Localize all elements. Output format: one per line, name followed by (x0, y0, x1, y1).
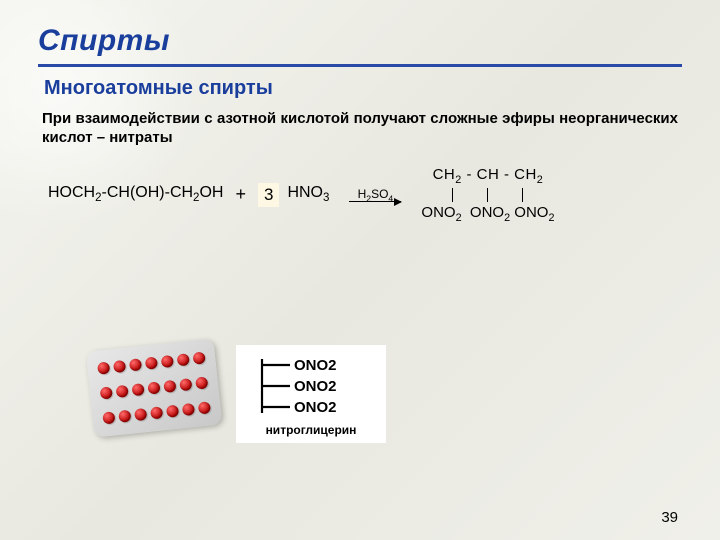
pill (116, 385, 129, 398)
pill-grid (97, 348, 212, 429)
pill (132, 383, 145, 396)
slide-title: Спирты (38, 24, 682, 58)
pill (134, 408, 147, 421)
reaction-equation: HOCH2-CH(OH)-CH2OH + 3 HNO3 H2SO4 CH2 - … (48, 166, 682, 224)
pill (145, 357, 158, 370)
svg-text:ONO2: ONO2 (294, 399, 337, 416)
svg-text:ONO2: ONO2 (294, 357, 337, 374)
pill (166, 404, 179, 417)
title-underline (38, 64, 682, 67)
pill (163, 380, 176, 393)
pill (129, 359, 142, 372)
pill (197, 401, 210, 414)
product-structure: CH2 - CH - CH2 ONO2 ONO2 ONO2 (421, 166, 554, 224)
pill (179, 378, 192, 391)
pill (182, 403, 195, 416)
svg-text:ONO2: ONO2 (294, 378, 337, 395)
reactant-2: HNO3 (287, 184, 329, 204)
stoich-coefficient: 3 (258, 183, 279, 207)
pill (176, 354, 189, 367)
pill (98, 362, 111, 375)
product-carbons: CH2 - CH - CH2 (433, 166, 544, 186)
product-groups: ONO2 ONO2 ONO2 (421, 204, 554, 224)
body-paragraph: При взаимодействии с азотной кислотой по… (42, 110, 678, 148)
plus-sign: + (235, 184, 246, 205)
pill (161, 355, 174, 368)
structure-label: нитроглицерин (248, 423, 374, 437)
pill (103, 411, 116, 424)
pill (195, 376, 208, 389)
slide-subtitle: Многоатомные спирты (44, 77, 682, 100)
pill (147, 381, 160, 394)
structure-svg: ONO2 ONO2 ONO2 (248, 353, 374, 419)
nitroglycerin-structure: ONO2 ONO2 ONO2 нитроглицерин (236, 345, 386, 443)
pill (113, 360, 126, 373)
pill-blister-image (86, 339, 222, 438)
pill (150, 406, 163, 419)
pill (118, 409, 131, 422)
pill (100, 386, 113, 399)
pill (192, 352, 205, 365)
page-number: 39 (661, 509, 678, 526)
reactant-1: HOCH2-CH(OH)-CH2OH (48, 184, 223, 204)
reaction-arrow: H2SO4 (349, 187, 401, 202)
